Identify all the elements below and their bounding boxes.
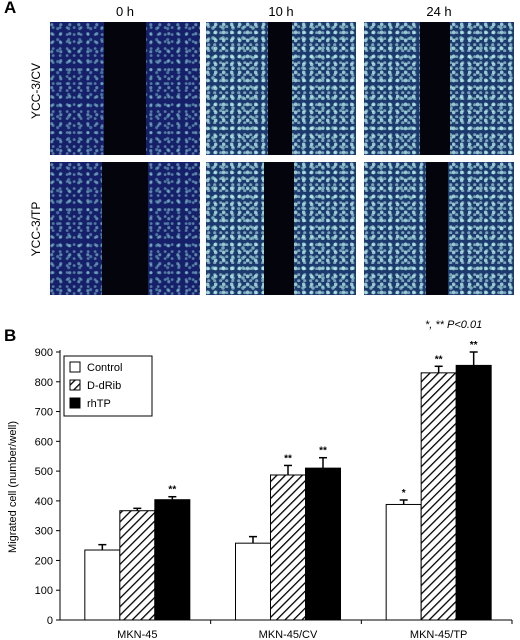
y-tick-label: 400 xyxy=(35,496,53,508)
micrograph-cv-0h xyxy=(50,22,200,155)
legend-swatch xyxy=(69,361,81,373)
y-axis-label: Migrated cell (number/well) xyxy=(7,421,19,553)
micrograph-tp-10h xyxy=(206,162,356,295)
time-label-10h: 10 h xyxy=(268,4,294,19)
y-tick-label: 0 xyxy=(47,615,53,627)
x-tick-label: MKN-45 xyxy=(117,629,157,640)
bar-control xyxy=(385,503,422,621)
row-label-tp: YCC-3/TP xyxy=(29,201,43,257)
micrograph-cv-10h xyxy=(206,22,356,155)
bar-d-drib xyxy=(420,372,457,621)
y-tick-label: 200 xyxy=(35,555,53,567)
time-label-0h: 0 h xyxy=(115,4,135,19)
legend-label: D-dRib xyxy=(87,380,121,392)
bar-control xyxy=(235,542,271,621)
legend-label: rhTP xyxy=(87,398,111,410)
y-tick-label: 600 xyxy=(35,436,53,448)
time-label-24h: 24 h xyxy=(426,4,452,19)
bar-control xyxy=(84,549,121,621)
micrograph-tp-24h xyxy=(364,162,514,295)
bar-rhtp xyxy=(455,364,492,621)
legend-swatch xyxy=(69,397,81,409)
y-tick-label: 100 xyxy=(35,585,53,597)
significance-mark: ** xyxy=(284,453,292,464)
y-tick-label: 700 xyxy=(35,407,53,419)
y-tick-label: 500 xyxy=(35,466,53,478)
x-tick-label: MKN-45/CV xyxy=(259,629,318,640)
row-label-cv: YCC-3/CV xyxy=(29,63,43,120)
significance-mark: ** xyxy=(168,485,176,496)
significance-mark: * xyxy=(402,488,406,499)
panel-b-label: B xyxy=(4,326,17,345)
panel-a-label: A xyxy=(4,0,17,17)
significance-mark: ** xyxy=(319,446,327,457)
y-tick-label: 900 xyxy=(35,347,53,359)
bar-rhtp xyxy=(305,467,341,621)
legend-swatch xyxy=(69,379,81,391)
significance-annotation: *, ** P<0.01 xyxy=(425,319,482,331)
significance-mark: ** xyxy=(470,340,478,351)
x-tick-label: MKN-45/TP xyxy=(410,629,467,640)
significance-mark: ** xyxy=(435,354,443,365)
micrograph-tp-0h xyxy=(50,162,200,295)
y-tick-label: 800 xyxy=(35,377,53,389)
bar-d-drib xyxy=(270,474,306,621)
y-tick-label: 300 xyxy=(35,526,53,538)
bar-rhtp xyxy=(154,499,191,621)
bar-d-drib xyxy=(119,510,156,621)
legend-label: Control xyxy=(87,362,122,374)
migration-bar-chart: Migrated cell (number/well) *, ** P<0.01… xyxy=(7,319,513,640)
micrograph-cv-24h xyxy=(364,22,514,155)
